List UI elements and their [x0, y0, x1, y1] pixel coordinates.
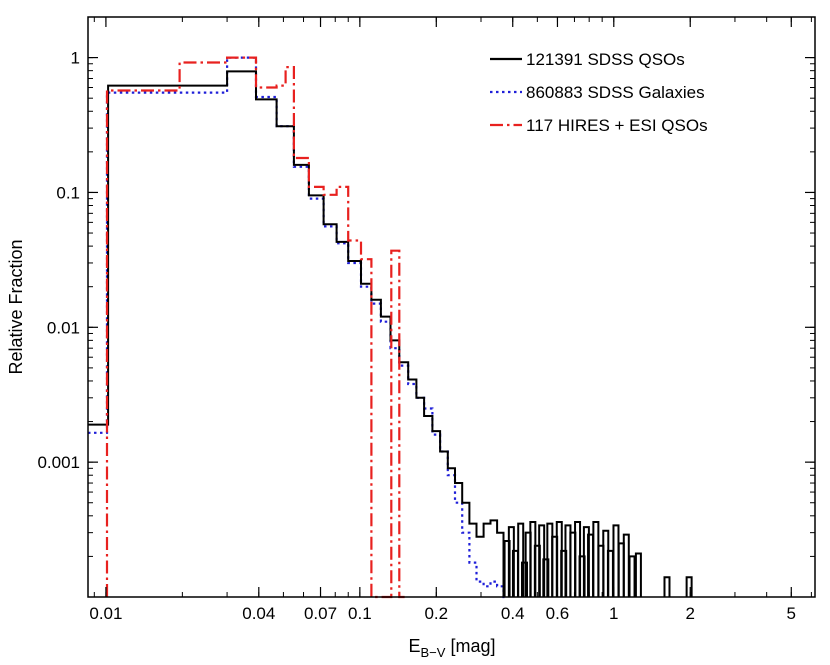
- x-tick-label: 2: [685, 604, 694, 623]
- x-tick-label: 5: [787, 604, 796, 623]
- x-tick-label: 0.01: [89, 604, 122, 623]
- tail-spike: [520, 561, 528, 597]
- tail-spike: [628, 555, 636, 597]
- y-tick-label: 0.001: [37, 453, 80, 472]
- x-tick-label: 0.4: [501, 604, 525, 623]
- y-axis-title: Relative Fraction: [6, 239, 26, 374]
- x-tick-label: 0.07: [304, 604, 337, 623]
- x-tick-label: 0.04: [242, 604, 275, 623]
- tail-spike: [517, 522, 525, 597]
- plot-frame: [87, 16, 816, 598]
- y-tick-label: 0.1: [56, 183, 80, 202]
- x-tick-label: 1: [609, 604, 618, 623]
- x-axis-title: EB−V [mag]: [409, 636, 496, 660]
- y-tick-label: 1: [71, 49, 80, 68]
- legend-label-1: 860883 SDSS Galaxies: [526, 83, 705, 102]
- legend-label-2: 117 HIRES + ESI QSOs: [526, 116, 708, 135]
- x-tick-label: 0.2: [424, 604, 448, 623]
- tail-spike: [663, 576, 671, 597]
- x-axis-title-unit: [mag]: [445, 636, 495, 656]
- series-layer: [88, 56, 693, 599]
- tick-layer: 0.01 0.04 0.07 0.1 0.2 0.4 0.6 1 2 5 0.001 0.01 0.1 1: [37, 16, 815, 623]
- legend: 121391 SDSS QSOs 860883 SDSS Galaxies 117 …: [490, 50, 708, 135]
- y-tick-label: 0.01: [47, 318, 80, 337]
- x-tick-label: 0.1: [348, 604, 372, 623]
- series-line-2: [105, 56, 405, 599]
- tail-spike: [685, 576, 693, 597]
- x-tick-label: 0.6: [546, 604, 570, 623]
- legend-label-0: 121391 SDSS QSOs: [526, 50, 685, 69]
- tail-spike: [634, 552, 642, 597]
- x-axis-title-subscript: B−V: [421, 645, 446, 660]
- x-axis-title-main: E: [409, 636, 421, 656]
